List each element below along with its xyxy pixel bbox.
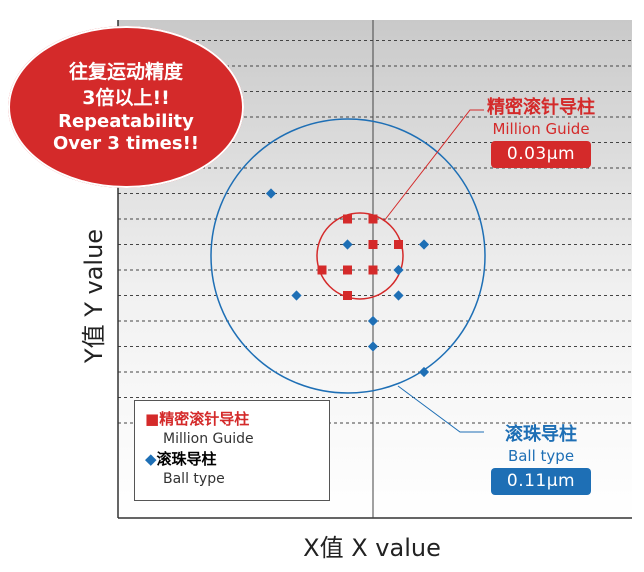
million-value-pill: 0.03μm [490,141,592,168]
million-callout-zh: 精密滚针导柱 [487,97,595,118]
badge-line-3: Repeatability [58,111,194,132]
million-guide-circle [316,212,404,300]
square-marker-icon: ■ [145,410,160,428]
ball-type-point [367,341,379,352]
badge-line-2: 3倍以上!! [82,87,170,109]
ball-value-pill: 0.11μm [490,468,592,495]
ball-type-point [418,366,430,378]
legend-ball-row: ◆滚珠导柱 [145,449,319,469]
ball-type-point [291,290,302,301]
data-points [265,188,430,378]
ball-type-callout: 滚珠导柱 Ball type 0.11μm [474,424,608,495]
legend-million-row: ■精密滚针导柱 [145,409,319,429]
legend-ball-en: Ball type [163,471,225,487]
legend: ■精密滚针导柱 Million Guide ◆滚珠导柱 Ball type [134,400,330,501]
legend-million-zh: 精密滚针导柱 [159,410,250,428]
ball-callout-zh: 滚珠导柱 [505,424,577,445]
legend-million-en: Million Guide [163,431,254,447]
million-guide-point [368,214,378,224]
ball-type-circle [210,118,486,394]
million-guide-point [343,214,352,224]
million-guide-point [368,240,378,249]
diamond-marker-icon: ◆ [145,450,157,468]
badge-line-1: 往复运动精度 [68,61,183,83]
million-guide-point [343,291,352,300]
ball-type-point [393,290,404,301]
badge-line-4: Over 3 times!! [52,133,200,154]
million-guide-point [317,265,327,275]
million-leader-line [383,109,484,222]
million-guide-point [368,265,378,275]
ball-leader-line [397,385,484,433]
million-guide-point [394,240,403,249]
ball-type-point [367,315,379,327]
legend-ball-zh: 滚珠导柱 [156,450,217,468]
million-guide-callout: 精密滚针导柱 Million Guide 0.03μm [474,97,608,168]
million-guide-point [343,265,352,275]
ball-callout-en: Ball type [507,447,575,465]
ball-type-point [393,264,404,276]
x-axis-label: X值 X value [303,534,441,562]
repeatability-badge: 往复运动精度 3倍以上!! Repeatability Over 3 times… [8,26,244,188]
million-callout-en: Million Guide [492,120,590,138]
y-axis-label: Y值 Y value [80,229,108,364]
